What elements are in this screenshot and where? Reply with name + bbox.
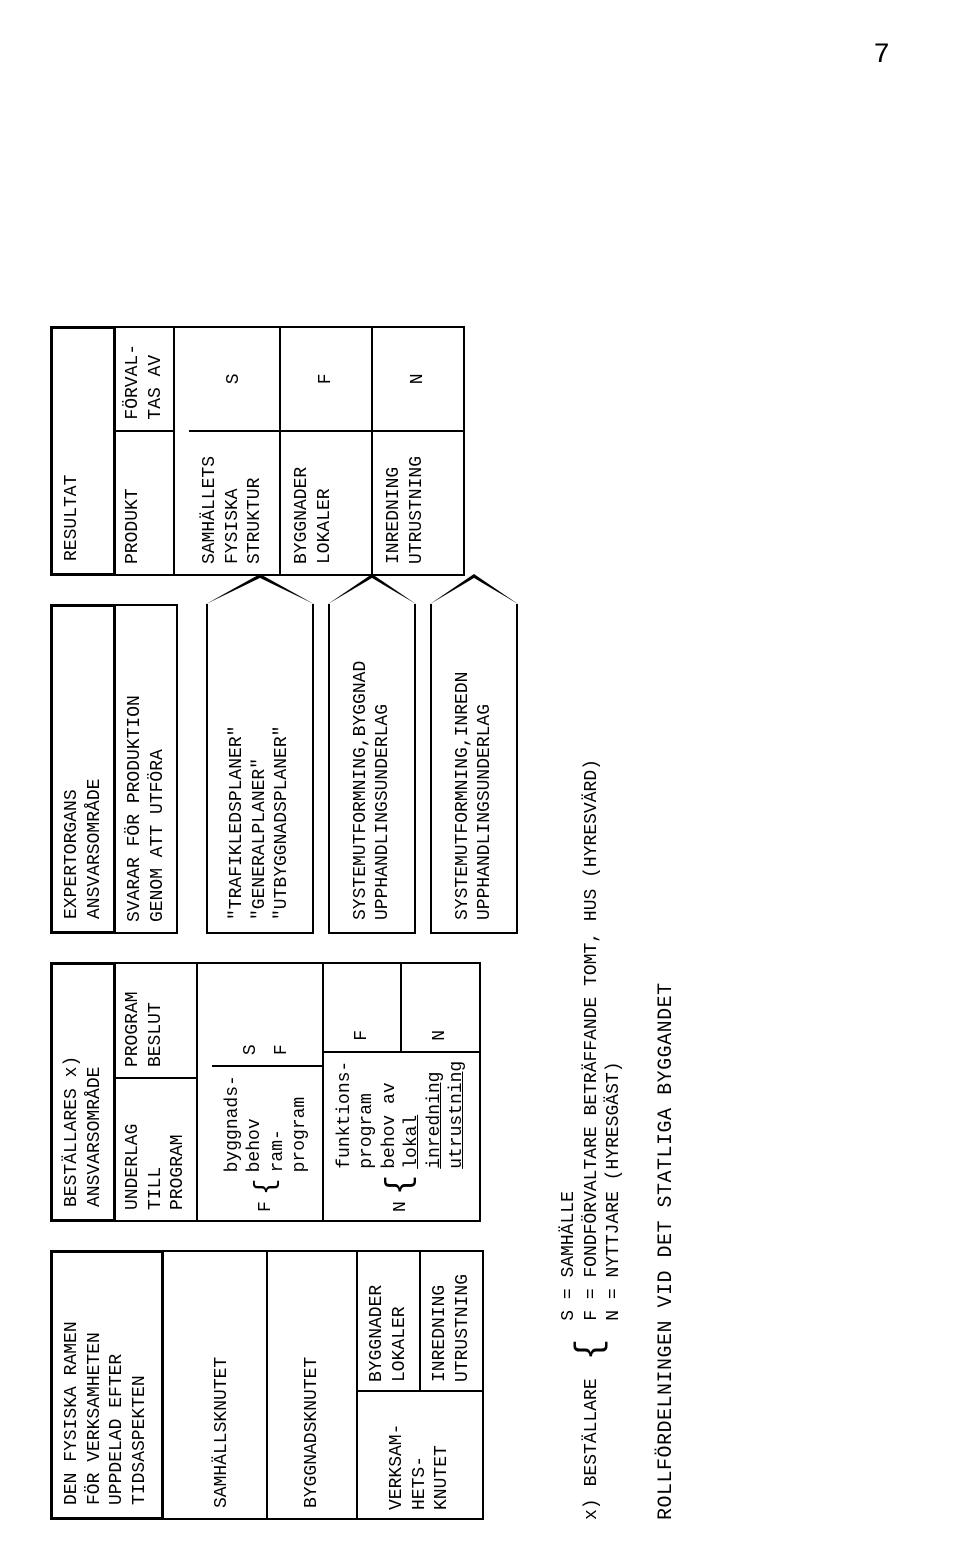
- col2-gap: [198, 962, 212, 1222]
- col3-header: EXPERTORGANS ANSVARSOMRÅDE: [50, 604, 116, 934]
- col1-verksam-left: VERKSAM- HETS- KNUTET: [358, 1390, 484, 1520]
- col1-verksam-right-top: BYGGNADER LOKALER: [358, 1250, 421, 1390]
- col1-header: DEN FYSISKA RAMEN FÖR VERKSAMHETEN UPPDE…: [50, 1250, 164, 1520]
- columns-row: DEN FYSISKA RAMEN FÖR VERKSAMHETEN UPPDE…: [50, 120, 518, 1520]
- legend-defs: S = SAMHÄLLE F = FONDFÖRVALTARE BETRÄFFA…: [558, 759, 626, 1321]
- col2-sub-right: PROGRAM BESLUT: [116, 962, 198, 1077]
- col2-header: BESTÄLLARES x) ANSVARSOMRÅDE: [50, 962, 116, 1222]
- col-3: EXPERTORGANS ANSVARSOMRÅDE SVARAR FÖR PR…: [50, 604, 518, 934]
- col1-row-samhall: SAMHÄLLSKNUTET: [178, 1250, 268, 1520]
- bottom-title: ROLLFÖRDELNINGEN VID DET STATLIGA BYGGAN…: [654, 120, 679, 1520]
- col3-arrow-2: SYSTEMUTFORMNING,BYGGNAD UPPHANDLINGSUND…: [328, 604, 416, 934]
- col-1: DEN FYSISKA RAMEN FÖR VERKSAMHETEN UPPDE…: [50, 1250, 484, 1520]
- col1-row-byggnad: BYGGNADSKNUTET: [268, 1250, 358, 1520]
- col2-sub-left: UNDERLAG TILL PROGRAM: [116, 1077, 198, 1222]
- col4-gap: [175, 326, 189, 576]
- diagram-canvas: DEN FYSISKA RAMEN FÖR VERKSAMHETEN UPPDE…: [50, 120, 910, 1520]
- legend: x) BESTÄLLARE { S = SAMHÄLLE F = FONDFÖR…: [558, 120, 626, 1520]
- col2-top-lines: byggnads- behov ram- program: [222, 1075, 312, 1172]
- col3-arrow-3-text: SYSTEMUTFORMNING,INREDN UPPHANDLINGSUNDE…: [452, 672, 497, 920]
- col2-bot-code-f: F: [324, 964, 401, 1051]
- col3-sub: SVARAR FÖR PRODUKTION GENOM ATT UTFÖRA: [116, 604, 178, 934]
- page-number: 7: [873, 40, 890, 71]
- col-4: RESULTAT PRODUKT FÖRVAL- TAS AV SAMHÄLLE…: [50, 326, 465, 576]
- legend-def-f: F = FONDFÖRVALTARE BETRÄFFANDE TOMT, HUS…: [581, 759, 604, 1321]
- col4-sub-left: PRODUKT: [116, 430, 175, 576]
- col4-r2-left: BYGGNADER LOKALER: [281, 430, 373, 576]
- col4-row-3: INREDNING UTRUSTNING N: [373, 326, 465, 576]
- footer: x) BESTÄLLARE { S = SAMHÄLLE F = FONDFÖR…: [558, 120, 679, 1520]
- legend-symbol: x): [581, 1498, 604, 1520]
- col4-row-2: BYGGNADER LOKALER F: [281, 326, 373, 576]
- col2-bot-lines: funktions-programbehov avlokalinredningu…: [334, 1061, 469, 1169]
- col3-arrow-2-text: SYSTEMUTFORMNING,BYGGNAD UPPHANDLINGSUND…: [350, 661, 395, 920]
- col1-verksam-right-bottom: INREDNING UTRUSTNING: [421, 1250, 484, 1390]
- col2-block-bottom: N { funktions-programbehov avlokalinredn…: [324, 962, 481, 1222]
- col3-arrow-1-text: "TRAFIKLEDSPLANER" "GENERALPLANER" "UTBY…: [226, 726, 294, 920]
- col2-top-prefix: F: [255, 1201, 278, 1212]
- col2-subheaders: UNDERLAG TILL PROGRAM PROGRAM BESLUT: [116, 962, 198, 1222]
- col2-block-top: F { byggnads- behov ram- program S F: [212, 962, 324, 1222]
- col3-arrow-1: "TRAFIKLEDSPLANER" "GENERALPLANER" "UTBY…: [206, 604, 314, 934]
- col4-r1-right: S: [189, 326, 281, 430]
- col2-bot-prefix: N: [390, 1201, 413, 1212]
- col1-gap: [164, 1250, 178, 1520]
- col4-r3-left: INREDNING UTRUSTNING: [373, 430, 465, 576]
- col4-r2-right: F: [281, 326, 373, 430]
- col4-subheaders: PRODUKT FÖRVAL- TAS AV: [116, 326, 175, 576]
- legend-def-n: N = NYTTJARE (HYRESGÄST): [603, 759, 626, 1321]
- col2-top-code-s: S: [240, 974, 263, 1055]
- col3-arrow-3: SYSTEMUTFORMNING,INREDN UPPHANDLINGSUNDE…: [430, 604, 518, 934]
- col2-top-code-f: F: [271, 974, 294, 1055]
- col4-header: RESULTAT: [50, 326, 116, 576]
- col4-row-1: SAMHÄLLETS FYSISKA STRUKTUR S: [189, 326, 281, 576]
- col2-bot-code-n: N: [400, 964, 479, 1051]
- legend-def-s: S = SAMHÄLLE: [558, 759, 581, 1321]
- col4-r3-right: N: [373, 326, 465, 430]
- col1-row-verksam: VERKSAM- HETS- KNUTET BYGGNADER LOKALER …: [358, 1250, 484, 1520]
- col4-r1-left: SAMHÄLLETS FYSISKA STRUKTUR: [189, 430, 281, 576]
- col-2: BESTÄLLARES x) ANSVARSOMRÅDE UNDERLAG TI…: [50, 962, 481, 1222]
- col4-sub-right: FÖRVAL- TAS AV: [116, 326, 175, 430]
- legend-label: BESTÄLLARE: [581, 1378, 604, 1486]
